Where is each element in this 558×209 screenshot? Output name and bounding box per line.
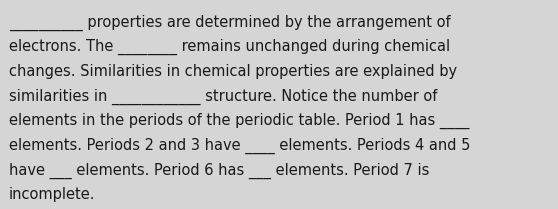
Text: incomplete.: incomplete. <box>9 187 95 202</box>
Text: elements in the periods of the periodic table. Period 1 has ____: elements in the periods of the periodic … <box>9 113 469 130</box>
Text: elements. Periods 2 and 3 have ____ elements. Periods 4 and 5: elements. Periods 2 and 3 have ____ elem… <box>9 138 470 154</box>
Text: have ___ elements. Period 6 has ___ elements. Period 7 is: have ___ elements. Period 6 has ___ elem… <box>9 163 429 179</box>
Text: electrons. The ________ remains unchanged during chemical: electrons. The ________ remains unchange… <box>9 39 450 56</box>
Text: similarities in ____________ structure. Notice the number of: similarities in ____________ structure. … <box>9 89 437 105</box>
Text: __________ properties are determined by the arrangement of: __________ properties are determined by … <box>9 15 451 31</box>
Text: changes. Similarities in chemical properties are explained by: changes. Similarities in chemical proper… <box>9 64 457 79</box>
